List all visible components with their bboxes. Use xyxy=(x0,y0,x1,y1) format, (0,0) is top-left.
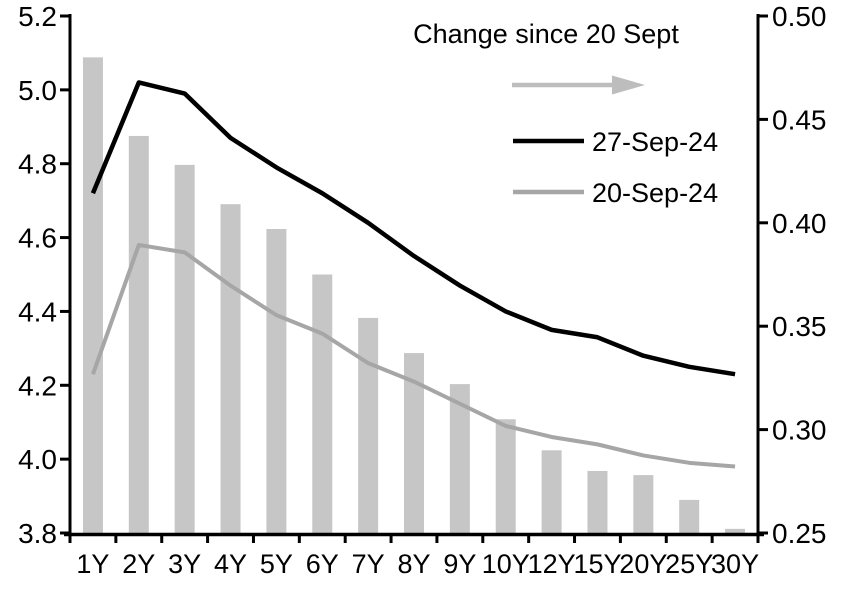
lines-group xyxy=(90,80,736,469)
x-axis-label-1Y: 1Y xyxy=(76,549,109,579)
line-27-sep-24 xyxy=(90,80,736,377)
line-20-sep-24 xyxy=(91,242,736,469)
left-axis-label-4.6: 4.6 xyxy=(18,223,57,254)
x-axis-label-3Y: 3Y xyxy=(168,549,201,579)
bar-9Y xyxy=(449,384,470,533)
x-axis-label-4Y: 4Y xyxy=(214,549,247,579)
legend: Change since 20 Sept 27-Sep-24 20-Sep-24 xyxy=(413,19,718,208)
left-axis-label-5.0: 5.0 xyxy=(18,75,57,106)
right-axis-label-0.35: 0.35 xyxy=(772,311,827,342)
arrow-head xyxy=(612,75,645,95)
x-axis-label-12Y: 12Y xyxy=(528,549,576,579)
bar-10Y xyxy=(495,419,516,533)
legend-label-20-sep-24: 20-Sep-24 xyxy=(592,178,718,208)
bar-6Y xyxy=(312,274,333,533)
axis-labels-group: 5.2 5.0 4.8 4.6 4.4 4.2 4.0 3.8 0.50 0.45 0.40 0.35… xyxy=(18,1,826,579)
bar-7Y xyxy=(358,317,379,533)
right-axis-label-0.25: 0.25 xyxy=(772,518,827,549)
x-axis-label-9Y: 9Y xyxy=(443,549,476,579)
left-axis-label-5.2: 5.2 xyxy=(18,1,57,32)
right-axis-label-0.50: 0.50 xyxy=(772,1,827,32)
bar-20Y xyxy=(633,475,654,533)
bar-15Y xyxy=(587,470,608,533)
left-axis-label-4.8: 4.8 xyxy=(18,149,57,180)
right-axis-label-0.30: 0.30 xyxy=(772,415,827,446)
x-axis-label-6Y: 6Y xyxy=(306,549,339,579)
bar-25Y xyxy=(679,499,700,533)
left-axis-label-4.2: 4.2 xyxy=(18,370,57,401)
bar-5Y xyxy=(266,229,287,533)
right-arrow-icon xyxy=(512,75,645,95)
bar-4Y xyxy=(220,204,241,534)
x-axis-label-15Y: 15Y xyxy=(573,549,621,579)
x-axis-label-5Y: 5Y xyxy=(260,549,293,579)
left-axis-label-3.8: 3.8 xyxy=(18,518,57,549)
bar-8Y xyxy=(404,353,424,533)
x-axis-label-8Y: 8Y xyxy=(397,549,430,579)
x-axis-label-7Y: 7Y xyxy=(352,549,385,579)
bar-30Y xyxy=(725,528,746,533)
x-axis-label-2Y: 2Y xyxy=(122,549,155,579)
x-axis-label-25Y: 25Y xyxy=(665,549,713,579)
legend-title: Change since 20 Sept xyxy=(413,19,679,49)
bar-1Y xyxy=(82,57,103,534)
right-axis-label-0.40: 0.40 xyxy=(772,208,827,239)
bar-12Y xyxy=(541,450,562,533)
axes-group xyxy=(60,14,768,543)
bar-2Y xyxy=(128,135,149,533)
bar-3Y xyxy=(174,164,195,533)
arrow-shaft xyxy=(512,82,614,88)
bars-group xyxy=(82,57,746,534)
right-axis-label-0.45: 0.45 xyxy=(772,104,827,135)
x-axis-label-30Y: 30Y xyxy=(711,549,759,579)
left-axis-label-4.4: 4.4 xyxy=(18,296,57,327)
left-axis-label-4.0: 4.0 xyxy=(18,444,57,475)
x-axis-label-20Y: 20Y xyxy=(619,549,667,579)
x-axis-label-10Y: 10Y xyxy=(482,549,530,579)
legend-label-27-sep-24: 27-Sep-24 xyxy=(592,127,718,157)
